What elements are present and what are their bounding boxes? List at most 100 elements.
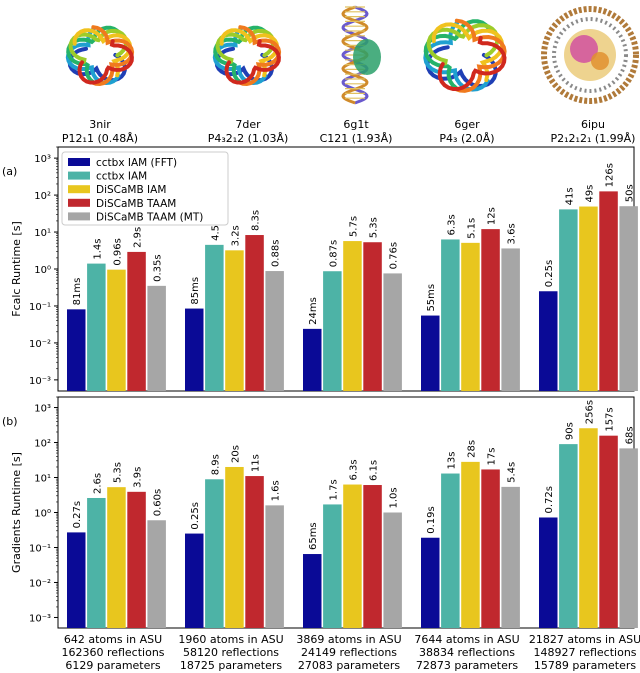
bar (363, 485, 382, 628)
bar-data-label: 5.3s (369, 217, 380, 238)
bar-data-label: 12s (487, 207, 498, 225)
bar (323, 504, 342, 628)
bar (421, 315, 440, 391)
bar-data-label: 0.19s (426, 506, 437, 533)
bar-data-label: 68s (625, 426, 636, 444)
bar (501, 248, 520, 391)
bar (127, 491, 146, 628)
x-group-label: 7644 atoms in ASU (414, 633, 519, 646)
bar (481, 229, 500, 391)
protein-structure-icon (212, 25, 282, 87)
x-group-label: 58120 reflections (183, 646, 279, 659)
bar (225, 466, 244, 628)
bar-data-label: 5.3s (112, 462, 123, 483)
bar-data-label: 126s (605, 163, 616, 187)
bar-data-label: 49s (584, 185, 595, 203)
legend-swatch (68, 185, 90, 194)
bar (383, 512, 402, 628)
bar (265, 271, 284, 391)
bar (539, 291, 558, 391)
bar (67, 309, 86, 391)
bar (225, 250, 244, 391)
bar (599, 191, 618, 391)
bar (421, 537, 440, 628)
bar-data-label: 0.35s (153, 254, 164, 281)
legend-box (61, 151, 229, 226)
bar-data-label: 5.4s (507, 462, 518, 483)
panel-b: 10⁻³ 10⁻² 10⁻¹ 10⁰ 10¹ 10² 10³ Gradients Runtim… (2, 396, 638, 629)
x-group-label: 15789 parameters (534, 659, 637, 672)
bar-data-label: 0.88s (271, 240, 282, 267)
bar-data-label: 50s (625, 184, 636, 202)
x-group-label: 148927 reflections (533, 646, 636, 659)
x-group-label: 38834 reflections (419, 646, 515, 659)
protein-structure-icon (65, 25, 135, 87)
panel-label: (a) (2, 165, 17, 178)
structure-space-group: C121 (1.93Å) (320, 132, 393, 145)
structure-space-group: P12₁1 (0.48Å) (62, 132, 138, 145)
bar (107, 269, 126, 391)
bar-data-label: 1.4s (92, 238, 103, 259)
bar (245, 235, 264, 391)
bar (343, 241, 362, 391)
structure-space-group: P4₃2₁2 (1.03Å) (208, 132, 289, 145)
bar (461, 242, 480, 391)
bar-data-label: 0.76s (389, 242, 400, 269)
bar-data-label: 6.3s (348, 459, 359, 480)
bar-data-label: 3.6s (507, 223, 518, 244)
bar (619, 448, 638, 628)
legend-entry: cctbx IAM (FFT) (96, 157, 177, 169)
bar (559, 444, 578, 628)
bar (441, 239, 460, 391)
bar (559, 209, 578, 391)
bar (303, 328, 322, 391)
structure-thumbnails (65, 5, 639, 105)
x-group-label: 1960 atoms in ASU (178, 633, 283, 646)
x-group-label: 162360 reflections (61, 646, 164, 659)
bar-data-label: 20s (230, 445, 241, 463)
panel-label: (b) (2, 415, 18, 428)
bar-data-label: 90s (564, 422, 575, 440)
y-tick-label: 10⁻³ (29, 613, 51, 624)
y-tick-label: 10² (34, 191, 51, 202)
x-group-label: 642 atoms in ASU (64, 633, 162, 646)
bar (185, 533, 204, 628)
bar-data-label: 55ms (426, 284, 437, 312)
bar (579, 206, 598, 391)
legend-entry: DiSCaMB TAAM (96, 198, 176, 210)
bar (265, 505, 284, 628)
bar (87, 263, 106, 391)
bar-data-label: 2.9s (133, 227, 144, 248)
y-axis-label: Fcalc Runtime [s] (10, 221, 23, 316)
bar-data-label: 3.9s (133, 467, 144, 488)
x-group-label: 72873 parameters (416, 659, 519, 672)
bar-data-label: 17s (487, 448, 498, 466)
bar (501, 486, 520, 628)
bar-data-label: 8.9s (210, 454, 221, 475)
structure-id: 7der (235, 118, 261, 131)
legend-swatch (68, 198, 90, 207)
bar-data-label: 2.6s (92, 473, 103, 494)
structure-id: 6ger (454, 118, 480, 131)
y-tick-label: 10⁻² (29, 578, 51, 589)
y-tick-label: 10³ (34, 154, 51, 165)
legend-swatch (68, 212, 90, 221)
bar (185, 308, 204, 391)
bar (383, 273, 402, 391)
y-tick-label: 10¹ (34, 474, 51, 485)
legend-entry: DiSCaMB IAM (96, 184, 166, 196)
bar (579, 428, 598, 628)
bar-data-label: 1.0s (389, 487, 400, 508)
bar (619, 206, 638, 391)
bar-data-label: 0.25s (544, 260, 555, 287)
bar (147, 520, 166, 628)
bar-data-label: 28s (466, 440, 477, 458)
bar-data-label: 0.72s (544, 486, 555, 513)
y-tick-label: 10⁻¹ (29, 302, 51, 313)
y-tick-label: 10⁰ (34, 509, 51, 520)
structure-space-group: P4₃ (2.0Å) (439, 132, 494, 145)
bar (363, 242, 382, 391)
